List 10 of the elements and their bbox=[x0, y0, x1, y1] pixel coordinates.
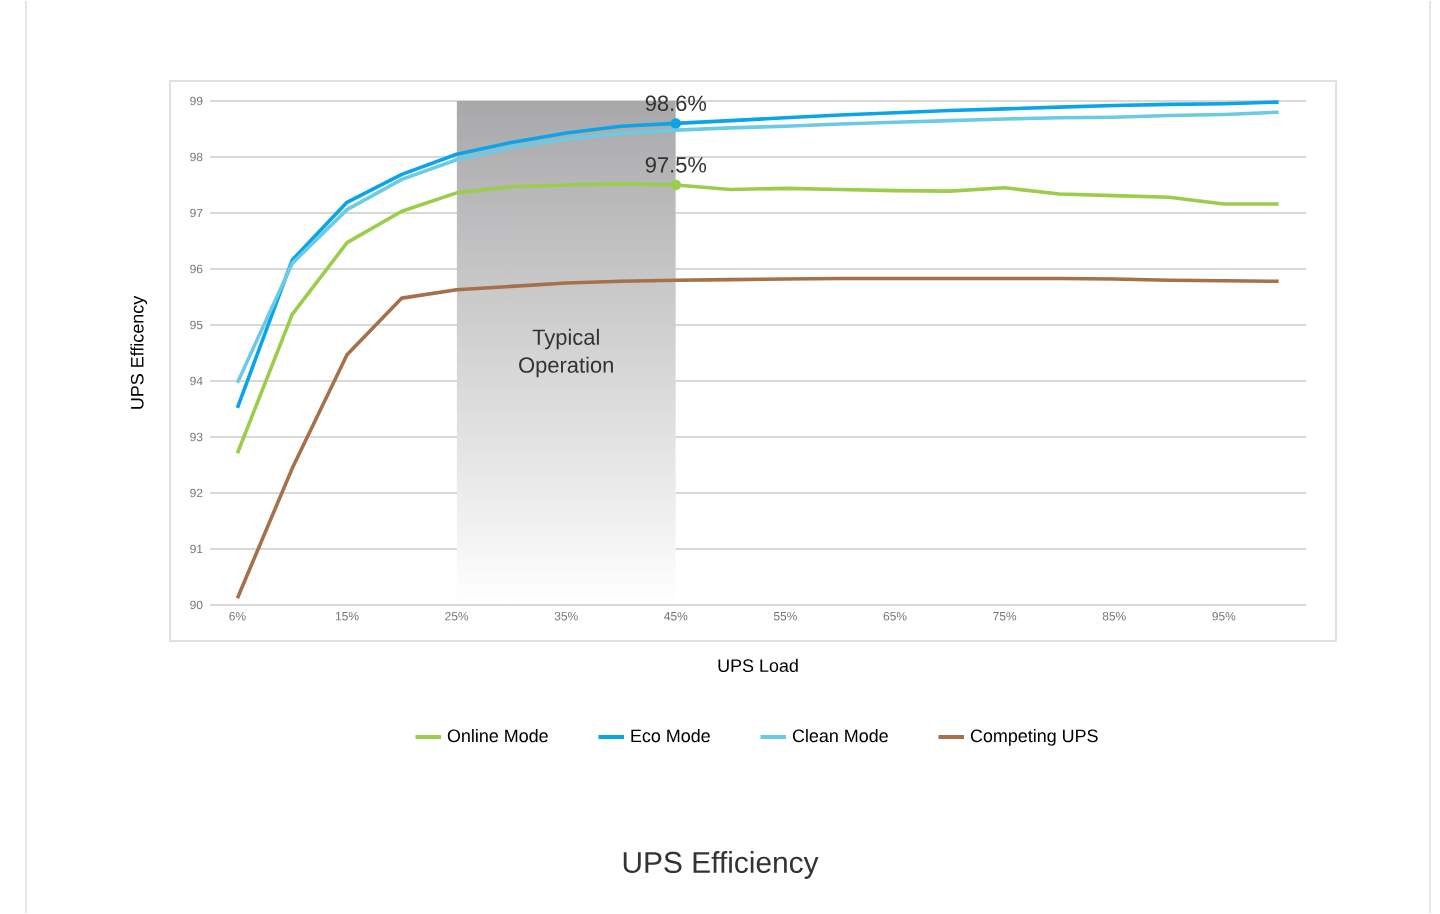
legend-label: Competing UPS bbox=[970, 729, 1098, 746]
annotation: 97.5% bbox=[645, 157, 707, 173]
y-axis-title: UPS Efficency bbox=[130, 295, 148, 409]
text: UPS Efficiency bbox=[623, 851, 819, 879]
band-label: Typical Operation bbox=[519, 328, 613, 378]
annotation: 98.6% bbox=[645, 95, 707, 112]
x-axis-title: UPS Load bbox=[718, 658, 798, 673]
legend-label: Eco Mode bbox=[631, 729, 710, 743]
legend-label: Online Mode bbox=[447, 729, 548, 743]
legend-label: Clean Mode bbox=[792, 729, 888, 743]
